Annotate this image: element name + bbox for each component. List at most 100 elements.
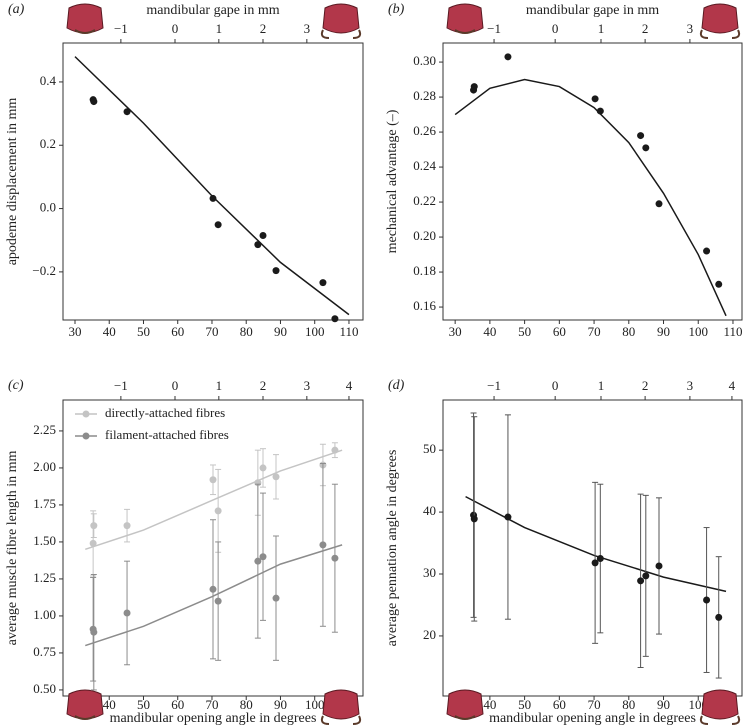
y-tick-label: 0.22 bbox=[413, 193, 436, 208]
icon-jaw bbox=[699, 715, 741, 725]
y-axis-label: mechanical advantage (–) bbox=[385, 109, 400, 253]
marker bbox=[209, 476, 217, 484]
marker bbox=[331, 315, 339, 323]
marker bbox=[637, 132, 645, 140]
panel-label: (b) bbox=[388, 2, 405, 17]
x-tick-label: 50 bbox=[518, 697, 531, 712]
y-tick-label: 0.50 bbox=[33, 681, 56, 696]
y-tick-label: 0.0 bbox=[40, 200, 56, 215]
marker bbox=[254, 241, 262, 249]
x2-tick-label: 2 bbox=[642, 378, 649, 393]
y-axis-label: average muscle fibre length in mm bbox=[5, 451, 20, 646]
x2-tick-label: 0 bbox=[552, 21, 559, 36]
marker bbox=[90, 628, 98, 636]
marker bbox=[214, 507, 222, 515]
y-tick-label: 1.00 bbox=[33, 607, 56, 622]
plot-frame bbox=[62, 399, 364, 697]
icon-jaw bbox=[699, 29, 741, 39]
marker bbox=[591, 95, 599, 103]
y-tick-label: 0.18 bbox=[413, 263, 436, 278]
marker bbox=[214, 597, 222, 605]
y-tick-label: 0.28 bbox=[413, 88, 436, 103]
marker bbox=[715, 280, 723, 288]
y-tick-label: 0.30 bbox=[413, 53, 436, 68]
y-axis-label: apodeme displacement in mm bbox=[5, 98, 20, 266]
icon-jaw bbox=[454, 29, 476, 34]
icon-head bbox=[446, 689, 484, 720]
x-tick-label: 60 bbox=[171, 697, 184, 712]
x-tick-label: 60 bbox=[171, 324, 184, 339]
marker bbox=[504, 53, 512, 61]
marker bbox=[209, 194, 217, 202]
panel-label: (c) bbox=[8, 378, 24, 393]
marker bbox=[259, 231, 267, 239]
fit-line bbox=[85, 449, 343, 551]
x2-tick-label: 0 bbox=[552, 378, 559, 393]
y-axis-label: average pennation angle in degrees bbox=[385, 450, 400, 647]
y-tick-label: 0.4 bbox=[40, 73, 57, 88]
marker bbox=[637, 577, 645, 585]
fit-line bbox=[85, 544, 343, 647]
plot-frame bbox=[442, 399, 743, 697]
mandible-icon bbox=[699, 689, 741, 725]
mandible-icon bbox=[320, 689, 362, 725]
marker bbox=[596, 555, 604, 563]
mandible-icon bbox=[699, 3, 741, 39]
x-tick-label: 70 bbox=[588, 697, 601, 712]
x-tick-label: 110 bbox=[339, 324, 358, 339]
fit-line bbox=[454, 78, 727, 317]
mandible-icon bbox=[446, 689, 484, 720]
marker bbox=[655, 200, 663, 208]
marker bbox=[90, 522, 98, 530]
x-tick-label: 90 bbox=[274, 324, 287, 339]
x-tick-label: 40 bbox=[483, 697, 496, 712]
x-tick-label: 40 bbox=[483, 324, 496, 339]
marker bbox=[470, 515, 478, 523]
marker bbox=[331, 554, 339, 562]
marker bbox=[259, 553, 267, 561]
fit-line bbox=[74, 56, 350, 316]
marker bbox=[703, 247, 711, 255]
x-tick-label: 50 bbox=[518, 324, 531, 339]
icon-jaw bbox=[320, 715, 362, 725]
x2-axis-label: mandibular gape in mm bbox=[526, 3, 659, 18]
x2-tick-label: 4 bbox=[346, 378, 353, 393]
legend-label: filament-attached fibres bbox=[105, 427, 229, 442]
x2-tick-label: 3 bbox=[687, 21, 694, 36]
x-tick-label: 60 bbox=[553, 324, 566, 339]
icon-jaw bbox=[74, 29, 96, 34]
y-tick-label: 2.25 bbox=[33, 422, 56, 437]
y-tick-label: 1.25 bbox=[33, 570, 56, 585]
legend-marker bbox=[82, 432, 90, 440]
icon-head bbox=[66, 3, 104, 34]
x-tick-label: 110 bbox=[723, 324, 742, 339]
x-tick-label: 100 bbox=[305, 324, 325, 339]
legend-marker bbox=[82, 410, 90, 418]
marker bbox=[90, 98, 98, 106]
y-tick-label: 0.2 bbox=[40, 136, 56, 151]
x2-tick-label: 1 bbox=[598, 21, 605, 36]
x2-tick-label: 4 bbox=[729, 378, 736, 393]
x2-axis-label: mandibular gape in mm bbox=[146, 3, 279, 18]
y-tick-label: 50 bbox=[423, 441, 436, 456]
x2-tick-label: 0 bbox=[172, 21, 179, 36]
x2-tick-label: 0 bbox=[172, 378, 179, 393]
x2-tick-label: 3 bbox=[687, 378, 694, 393]
y-tick-label: 1.75 bbox=[33, 496, 56, 511]
y-tick-label: 0.26 bbox=[413, 123, 436, 138]
icon-head bbox=[322, 3, 360, 34]
y-tick-label: 0.24 bbox=[413, 158, 436, 173]
icon-jaw bbox=[454, 715, 476, 720]
x-tick-label: 70 bbox=[588, 324, 601, 339]
x-tick-label: 90 bbox=[657, 324, 670, 339]
plot-frame bbox=[442, 42, 743, 321]
marker bbox=[214, 221, 222, 229]
marker bbox=[715, 613, 723, 621]
icon-head bbox=[66, 689, 104, 720]
y-tick-label: 1.50 bbox=[33, 533, 56, 548]
marker bbox=[703, 596, 711, 604]
x-tick-label: 80 bbox=[622, 697, 635, 712]
marker bbox=[470, 83, 478, 91]
icon-head bbox=[701, 3, 739, 34]
